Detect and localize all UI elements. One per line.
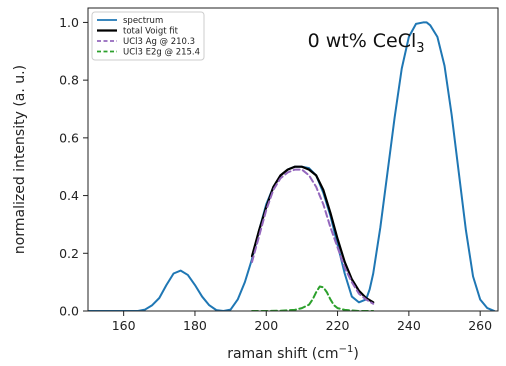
legend-label-4: UCl3 E2g @ 215.4 (123, 48, 200, 58)
sample-annotation-subscript: 3 (416, 41, 424, 56)
plot-frame (87, 7, 499, 312)
legend-box (91, 11, 205, 61)
x-tick-label: 180 (183, 318, 207, 333)
plot-area: 0 wt% CeCl3 (88, 21, 496, 311)
legend-label-1: spectrum (123, 16, 163, 26)
x-axis-label-superscript: −1 (339, 344, 354, 355)
x-tick-label: 220 (326, 318, 350, 333)
series-line-3 (251, 168, 375, 305)
legend-label-3: UCl3 Ag @ 210.3 (123, 37, 195, 47)
y-tick-label: 0.4 (59, 188, 79, 203)
x-axis-label-main: raman shift (cm (227, 346, 338, 362)
y-tick-label: 0.0 (59, 304, 79, 319)
axes: 160 180 200 220 240 260 0.0 0.2 0.4 0.6 0.8 1.0 rama… (12, 7, 499, 362)
legend-label-2: total Voigt fit (123, 27, 179, 37)
x-axis-label-end: ) (353, 346, 358, 362)
x-tick-label: 200 (254, 318, 278, 333)
y-tick-label: 1.0 (59, 15, 79, 30)
x-axis-label: raman shift (cm−1) (227, 344, 359, 362)
x-tick-label: 160 (112, 318, 136, 333)
series-line-2 (250, 165, 375, 304)
y-tick-label: 0.8 (59, 73, 79, 88)
y-tick-label: 0.6 (59, 130, 79, 145)
series-line-4 (251, 285, 375, 311)
x-tick-label: 240 (397, 318, 421, 333)
x-tick-label: 260 (468, 318, 492, 333)
y-axis-label: normalized intensity (a. u.) (12, 65, 28, 254)
y-tick-label: 0.2 (59, 246, 79, 261)
sample-annotation-main: 0 wt% CeCl (308, 30, 417, 52)
series-group (88, 21, 496, 311)
sample-annotation: 0 wt% CeCl3 (308, 30, 425, 56)
